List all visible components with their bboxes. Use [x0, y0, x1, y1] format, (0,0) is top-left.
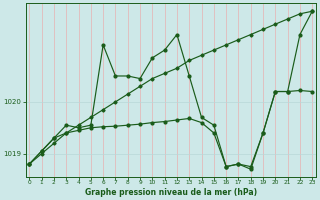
X-axis label: Graphe pression niveau de la mer (hPa): Graphe pression niveau de la mer (hPa): [85, 188, 257, 197]
